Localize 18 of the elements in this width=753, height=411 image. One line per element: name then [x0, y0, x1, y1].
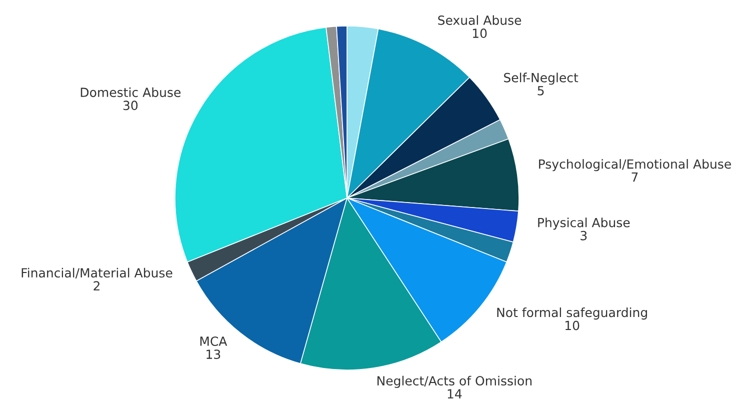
slice-label: Sexual Abuse: [438, 15, 522, 25]
data-label: 7: [632, 172, 638, 182]
slice-label: Psychological/Emotional Abuse: [539, 159, 731, 172]
data-label: 14: [448, 389, 462, 398]
slice-label: Not formal safeguarding: [497, 307, 647, 320]
data-label: 13: [206, 350, 220, 360]
slice-label: Physical Abuse: [538, 218, 630, 230]
data-label: 2: [94, 281, 100, 290]
slice-label: MCA: [200, 336, 228, 346]
slice-label: Self-Neglect: [504, 72, 578, 85]
slice-label: Financial/Material Abuse: [22, 268, 172, 279]
data-label: 10: [472, 28, 487, 38]
slice-label: Domestic Abuse: [80, 87, 180, 98]
data-label: 30: [123, 100, 138, 110]
data-label: 10: [565, 320, 580, 330]
slice-label: Neglect/Acts of Omission: [377, 376, 532, 388]
data-label: 5: [538, 86, 544, 96]
data-label: 3: [580, 230, 587, 240]
